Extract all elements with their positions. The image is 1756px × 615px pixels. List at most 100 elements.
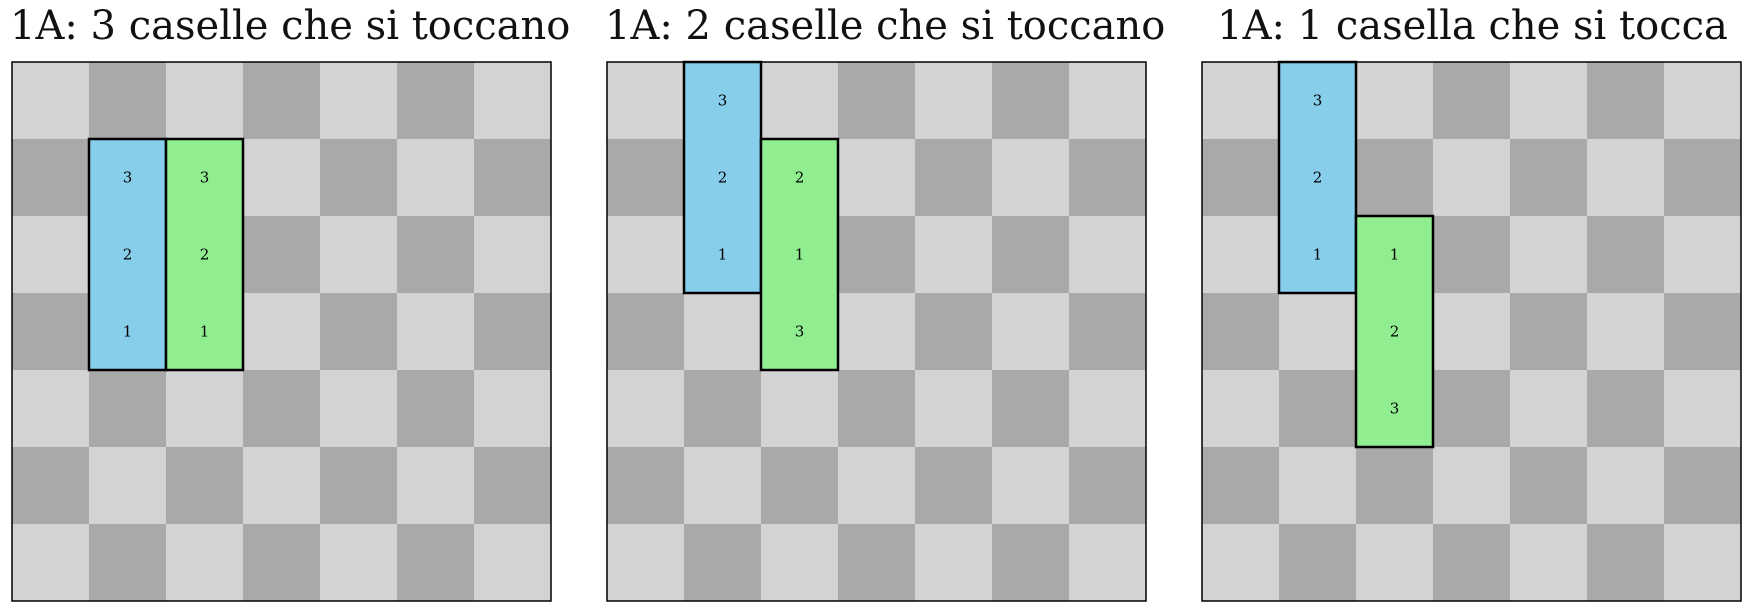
panel-2: 1A: 2 caselle che si toccano 1 2 3 3 1 2 (605, 0, 1166, 615)
green-piece (1354, 214, 1435, 449)
dark-square (89, 62, 166, 139)
dark-square (1356, 139, 1433, 216)
dark-square (12, 447, 89, 524)
dark-square (12, 293, 89, 370)
dark-square (1510, 447, 1587, 524)
light-square (166, 524, 243, 601)
dark-square (1069, 293, 1146, 370)
light-square (915, 216, 992, 293)
light-square (684, 447, 761, 524)
light-square (1202, 216, 1279, 293)
light-square (166, 370, 243, 447)
cell-number-label: 2 (200, 246, 210, 264)
light-square (838, 293, 915, 370)
dark-square (1433, 62, 1510, 139)
light-square (684, 293, 761, 370)
light-square (838, 447, 915, 524)
cell-number-label: 3 (1390, 400, 1400, 418)
board-border (606, 61, 1147, 602)
dark-square (1069, 139, 1146, 216)
light-square (243, 139, 320, 216)
light-square (243, 293, 320, 370)
light-square (89, 447, 166, 524)
cell-number-label: 2 (1313, 169, 1323, 187)
light-square (607, 524, 684, 601)
dark-square (915, 447, 992, 524)
light-square (1510, 216, 1587, 293)
light-square (761, 524, 838, 601)
cell-number-label: 1 (718, 246, 728, 264)
light-square (1433, 447, 1510, 524)
light-square (1433, 139, 1510, 216)
dark-square (1587, 62, 1664, 139)
cell-number-label: 1 (123, 323, 133, 341)
dark-square (166, 447, 243, 524)
light-square (474, 62, 551, 139)
light-square (1069, 370, 1146, 447)
light-square (12, 370, 89, 447)
cell-number-label: 3 (1313, 92, 1323, 110)
light-square (320, 216, 397, 293)
board-border (1201, 61, 1742, 602)
panel-title: 1A: 1 casella che si tocca (1217, 3, 1728, 49)
dark-square (838, 216, 915, 293)
light-square (915, 370, 992, 447)
dark-square (1433, 370, 1510, 447)
cell-number-label: 1 (795, 246, 805, 264)
light-square (1356, 524, 1433, 601)
light-square (397, 447, 474, 524)
dark-square (1664, 447, 1741, 524)
dark-square (1202, 447, 1279, 524)
light-square (474, 524, 551, 601)
light-square (320, 370, 397, 447)
light-square (1510, 524, 1587, 601)
green-piece (759, 137, 840, 372)
light-square (243, 447, 320, 524)
light-square (474, 370, 551, 447)
dark-square (474, 447, 551, 524)
dark-square (1510, 293, 1587, 370)
light-square (1069, 62, 1146, 139)
cell-number-label: 3 (795, 323, 805, 341)
dark-square (761, 447, 838, 524)
cell-number-label: 1 (1390, 246, 1400, 264)
blue-piece (1277, 60, 1358, 295)
dark-square (1664, 293, 1741, 370)
light-square (1664, 216, 1741, 293)
light-square (607, 62, 684, 139)
dark-square (243, 524, 320, 601)
light-square (915, 524, 992, 601)
cell-number-label: 2 (795, 169, 805, 187)
dark-square (915, 293, 992, 370)
dark-square (1202, 139, 1279, 216)
dark-square (89, 524, 166, 601)
dark-square (1279, 524, 1356, 601)
light-square (1664, 370, 1741, 447)
dark-square (474, 293, 551, 370)
light-square (1356, 62, 1433, 139)
dark-square (320, 139, 397, 216)
dark-square (838, 62, 915, 139)
light-square (1587, 139, 1664, 216)
panel-title: 1A: 2 caselle che si toccano (605, 3, 1166, 49)
light-square (1664, 62, 1741, 139)
light-square (397, 139, 474, 216)
dark-square (397, 370, 474, 447)
light-square (166, 62, 243, 139)
dark-square (1587, 524, 1664, 601)
dark-square (838, 370, 915, 447)
light-square (1279, 293, 1356, 370)
dark-square (243, 216, 320, 293)
dark-square (838, 524, 915, 601)
light-square (12, 62, 89, 139)
light-square (607, 370, 684, 447)
chessboard: 1 2 3 3 1 2 (606, 60, 1147, 602)
dark-square (1202, 293, 1279, 370)
dark-square (992, 216, 1069, 293)
dark-square (1433, 524, 1510, 601)
dark-square (1433, 216, 1510, 293)
light-square (1202, 524, 1279, 601)
light-square (474, 216, 551, 293)
board-border (11, 61, 552, 602)
dark-square (684, 524, 761, 601)
